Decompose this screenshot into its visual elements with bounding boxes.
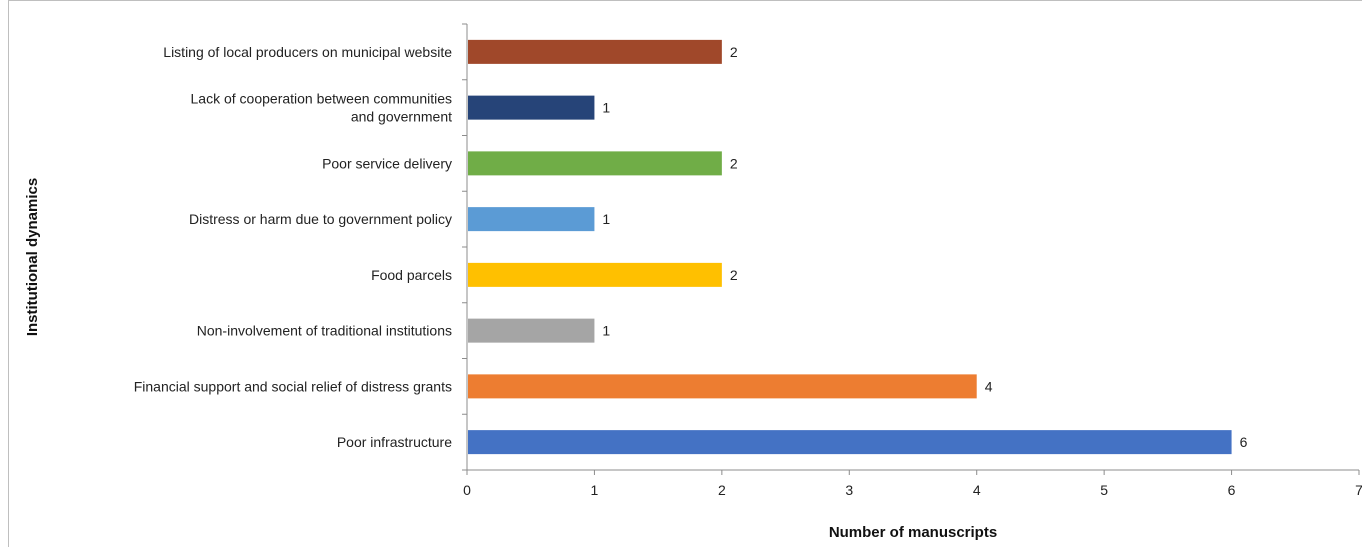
bar [468, 95, 595, 120]
bar [468, 374, 977, 399]
category-label: Non-involvement of traditional instituti… [197, 323, 452, 339]
value-labels: 2 1 2 1 2 1 4 6 [602, 44, 1247, 450]
category-label: Poor service delivery [322, 155, 452, 171]
category-label: Listing of local producers on municipal … [163, 44, 452, 60]
x-tick-label: 5 [1100, 482, 1108, 498]
category-label: Poor infrastructure [337, 434, 452, 450]
bar [468, 207, 595, 232]
x-tick-label: 7 [1355, 482, 1362, 498]
chart-frame [8, 0, 1362, 547]
category-label: Financial support and social relief of d… [134, 378, 452, 394]
bar [468, 262, 722, 287]
bar [468, 39, 722, 64]
bar [468, 430, 1232, 455]
value-label: 2 [730, 155, 738, 171]
value-label: 1 [602, 323, 610, 339]
category-label: Lack of cooperation between communities a… [191, 91, 453, 125]
x-tick-labels: 0 1 2 3 4 5 6 7 [463, 482, 1362, 498]
category-label: Food parcels [371, 267, 452, 283]
y-axis-title: Institutional dynamics [24, 178, 41, 336]
x-tick-label: 4 [973, 482, 981, 498]
x-axis-title: Number of manuscripts [829, 524, 997, 541]
x-tick-label: 3 [845, 482, 853, 498]
value-label: 1 [602, 100, 610, 116]
value-label: 2 [730, 44, 738, 60]
value-label: 1 [602, 211, 610, 227]
category-label: Distress or harm due to government polic… [189, 211, 452, 227]
x-tick-label: 2 [718, 482, 726, 498]
bar [468, 151, 722, 176]
bar [468, 318, 595, 343]
x-tick-label: 6 [1228, 482, 1236, 498]
x-tick-label: 1 [591, 482, 599, 498]
value-label: 6 [1240, 434, 1248, 450]
value-label: 2 [730, 267, 738, 283]
x-tick-label: 0 [463, 482, 471, 498]
category-labels: Listing of local producers on municipal … [134, 44, 452, 450]
bars-group [468, 39, 1232, 455]
value-label: 4 [985, 378, 993, 394]
axes-group [462, 23, 1360, 475]
